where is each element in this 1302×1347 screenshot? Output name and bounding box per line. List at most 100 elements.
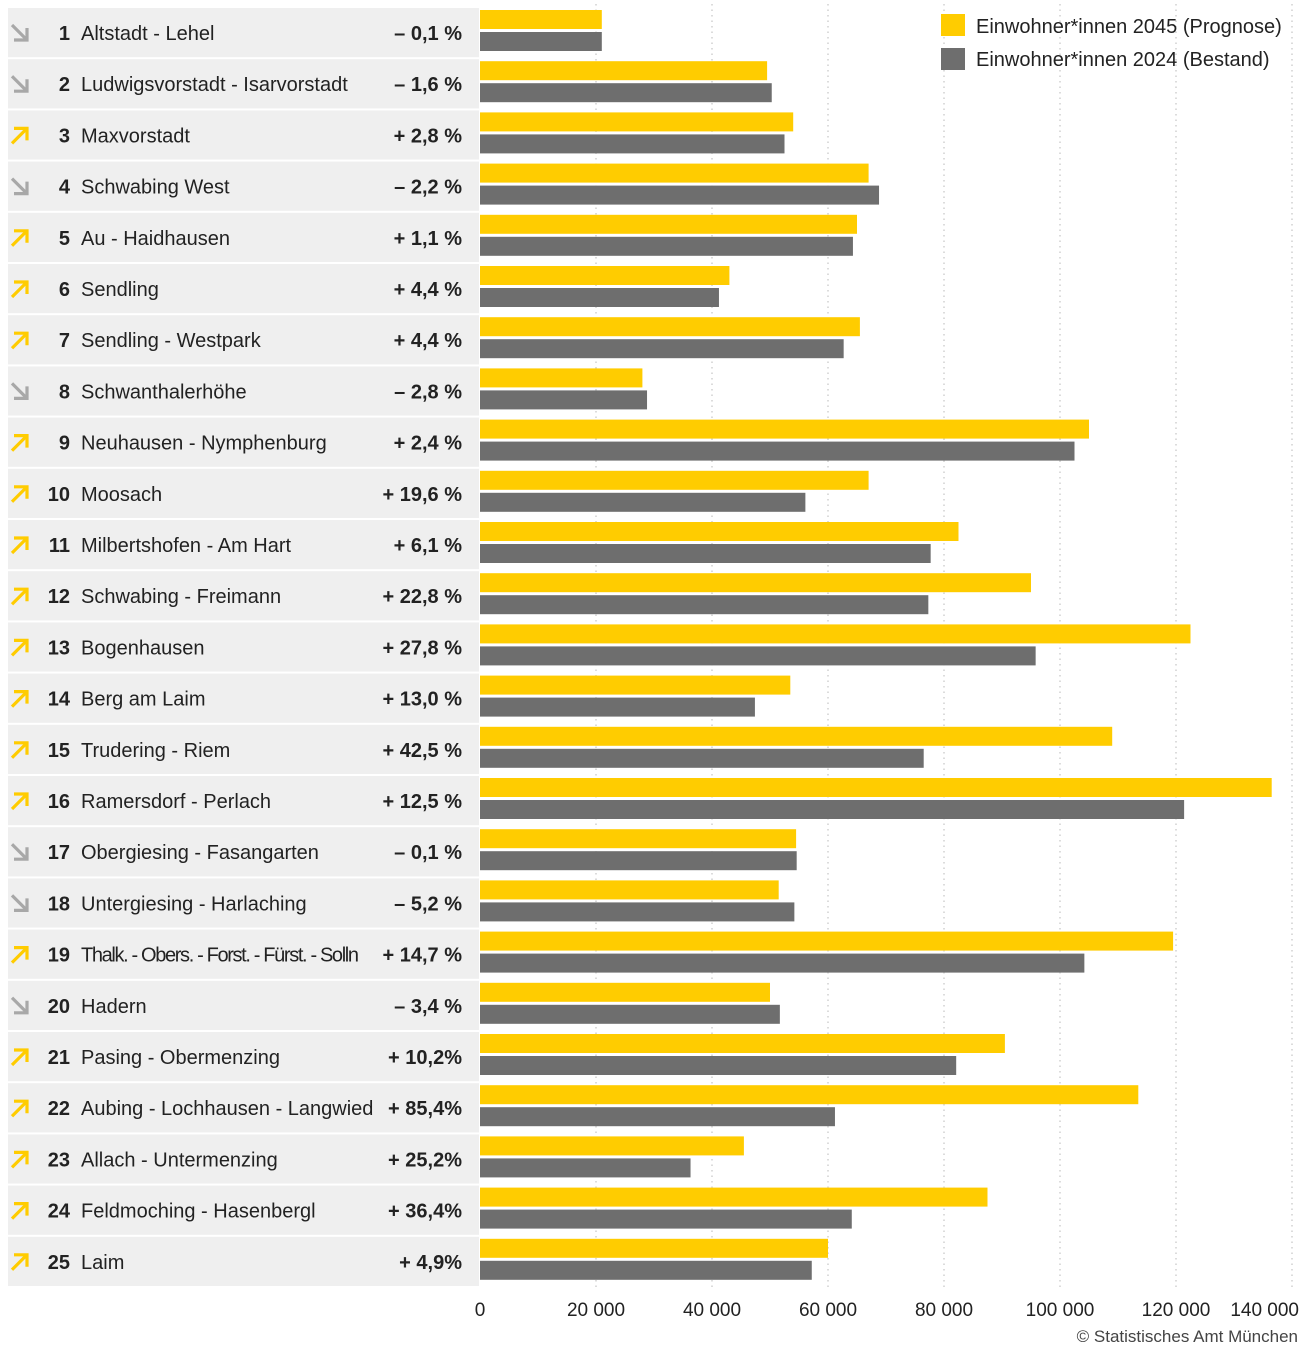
change-percent: + 4,4 %	[394, 330, 463, 352]
district-number: 2	[59, 74, 70, 96]
trend-up-icon	[10, 1201, 29, 1220]
row-background	[8, 980, 479, 1030]
bar-stock-2024	[480, 390, 648, 410]
row-background	[8, 366, 479, 416]
district-name: Trudering - Riem	[81, 740, 230, 762]
bar-forecast-2045	[480, 982, 770, 1002]
trend-down-icon	[10, 894, 29, 913]
bar-forecast-2045	[480, 470, 869, 490]
x-tick-label: 100 000	[1026, 1300, 1095, 1321]
legend-swatch-stock-2024	[941, 48, 965, 70]
trend-up-icon	[10, 741, 29, 759]
change-percent: – 3,4 %	[394, 996, 462, 1018]
change-percent: + 19,6 %	[382, 484, 462, 506]
legend-swatch-forecast-2045	[941, 14, 965, 36]
trend-up-icon	[10, 229, 29, 247]
district-number: 22	[48, 1098, 70, 1120]
change-percent: + 1,1 %	[394, 228, 463, 250]
district-number: 21	[48, 1047, 70, 1069]
row-background	[8, 1032, 479, 1082]
trend-up-icon	[10, 638, 29, 657]
change-percent: + 6,1 %	[394, 535, 463, 557]
district-number: 10	[48, 484, 70, 506]
bar-forecast-2045	[480, 778, 1272, 797]
bar-stock-2024	[480, 544, 931, 563]
trend-up-icon	[10, 945, 29, 964]
bar-forecast-2045	[480, 61, 768, 81]
trend-up-icon	[10, 1048, 29, 1067]
row-background	[8, 264, 479, 314]
bar-forecast-2045	[480, 266, 730, 285]
trend-up-icon	[10, 126, 29, 145]
row-background	[8, 468, 479, 518]
x-tick-label: 0	[475, 1300, 486, 1321]
change-percent: + 10,2%	[388, 1047, 462, 1069]
x-tick-label: 20 000	[567, 1300, 625, 1321]
district-name: Schwabing West	[81, 177, 230, 199]
change-percent: + 42,5 %	[382, 740, 462, 762]
district-number: 23	[48, 1149, 70, 1171]
trend-up-icon	[10, 792, 29, 811]
trend-up-icon	[10, 280, 29, 299]
district-name: Ramersdorf - Perlach	[81, 791, 271, 813]
bar-stock-2024	[480, 134, 785, 154]
change-percent: + 14,7 %	[382, 945, 462, 967]
change-percent: – 0,1 %	[394, 842, 462, 864]
bar-stock-2024	[480, 288, 719, 307]
row-background	[8, 673, 479, 723]
bar-stock-2024	[480, 83, 772, 103]
row-background	[8, 929, 479, 979]
district-number: 17	[48, 842, 70, 864]
change-percent: + 2,8 %	[394, 125, 463, 147]
trend-up-icon	[10, 485, 29, 503]
legend-label-forecast-2045: Einwohner*innen 2045 (Prognose)	[976, 16, 1282, 38]
bars	[480, 10, 1272, 1280]
source-credit: © Statistisches Amt München	[1077, 1327, 1298, 1346]
trend-down-icon	[10, 75, 29, 93]
bar-stock-2024	[480, 1158, 691, 1178]
change-percent: + 25,2%	[388, 1149, 462, 1171]
district-name: Au - Haidhausen	[81, 228, 230, 250]
row-background	[8, 622, 479, 672]
district-number: 14	[48, 689, 71, 711]
row-labels: 1 Altstadt - Lehel – 0,1 % 2 Ludwigsvorstadt…	[10, 23, 463, 1274]
bar-forecast-2045	[480, 1085, 1139, 1105]
bar-forecast-2045	[480, 214, 857, 234]
district-name: Berg am Laim	[81, 689, 206, 711]
district-name: Neuhausen - Nymphenburg	[81, 433, 327, 455]
district-name: Obergiesing - Fasangarten	[81, 842, 319, 864]
trend-up-icon	[10, 587, 29, 606]
row-background	[8, 827, 479, 877]
x-tick-label: 120 000	[1142, 1300, 1211, 1321]
district-name: Ludwigsvorstadt - Isarvorstadt	[81, 74, 348, 96]
trend-down-icon	[10, 23, 29, 42]
district-name: Bogenhausen	[81, 637, 204, 659]
bar-forecast-2045	[480, 419, 1089, 439]
change-percent: – 0,1 %	[394, 23, 462, 45]
district-number: 1	[59, 23, 70, 45]
bar-forecast-2045	[480, 880, 779, 900]
bar-stock-2024	[480, 1107, 835, 1127]
row-background	[8, 1185, 479, 1235]
district-number: 5	[59, 228, 70, 250]
district-name: Hadern	[81, 996, 147, 1018]
trend-up-icon	[10, 689, 29, 708]
district-number: 8	[59, 381, 70, 403]
district-number: 25	[48, 1252, 70, 1274]
bar-stock-2024	[480, 800, 1185, 819]
change-percent: + 2,4 %	[394, 433, 463, 455]
trend-down-icon	[10, 996, 29, 1015]
change-percent: + 36,4%	[388, 1201, 462, 1223]
district-number: 6	[59, 279, 70, 301]
bar-stock-2024	[480, 441, 1075, 461]
bar-forecast-2045	[480, 522, 959, 541]
bar-forecast-2045	[480, 368, 643, 388]
row-background	[8, 8, 479, 58]
row-background	[8, 161, 479, 211]
change-percent: + 12,5 %	[382, 791, 462, 813]
district-number: 18	[48, 893, 70, 915]
row-background	[8, 59, 479, 109]
bar-forecast-2045	[480, 1034, 1005, 1053]
row-background	[8, 1083, 479, 1133]
bar-stock-2024	[480, 236, 853, 256]
